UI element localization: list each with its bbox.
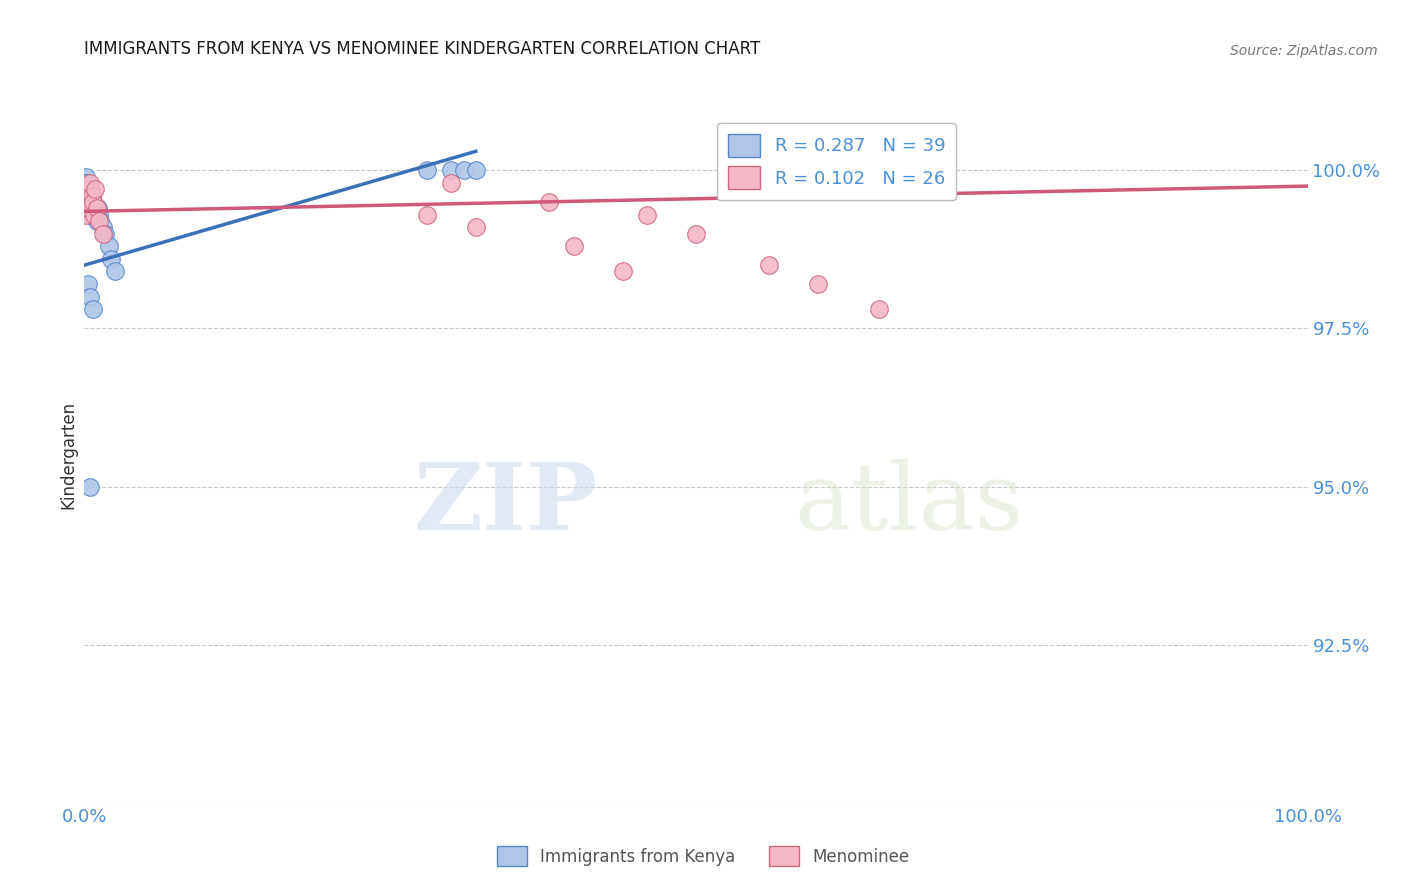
Point <box>807 277 830 292</box>
Point <box>82 194 104 209</box>
Point <box>86 201 108 215</box>
Point <box>83 208 105 222</box>
Point <box>82 302 104 317</box>
Legend: R = 0.287   N = 39, R = 0.102   N = 26: R = 0.287 N = 39, R = 0.102 N = 26 <box>717 123 956 200</box>
Point <box>77 194 100 209</box>
Point <box>76 201 98 215</box>
Point <box>94 227 117 241</box>
Point <box>75 208 97 222</box>
Point <box>76 176 98 190</box>
Point <box>76 188 98 202</box>
Point <box>77 188 100 202</box>
Point <box>869 302 891 317</box>
Point <box>612 264 634 278</box>
Point <box>75 182 97 196</box>
Point <box>79 182 101 196</box>
Text: atlas: atlas <box>794 458 1024 549</box>
Point <box>75 169 97 184</box>
Point <box>79 194 101 209</box>
Point <box>82 194 104 209</box>
Point <box>77 182 100 196</box>
Point <box>685 227 707 241</box>
Point <box>75 188 97 202</box>
Legend: Immigrants from Kenya, Menominee: Immigrants from Kenya, Menominee <box>491 839 915 873</box>
Point <box>77 182 100 196</box>
Point <box>77 188 100 202</box>
Point <box>77 194 100 209</box>
Point <box>75 194 97 209</box>
Point <box>80 188 103 202</box>
Point <box>104 264 127 278</box>
Point <box>87 201 110 215</box>
Point <box>97 239 120 253</box>
Point <box>77 277 100 292</box>
Point <box>76 182 98 196</box>
Point <box>440 163 463 178</box>
Point <box>87 208 110 222</box>
Point <box>440 176 463 190</box>
Point <box>453 163 475 178</box>
Point <box>80 188 103 202</box>
Point <box>91 227 114 241</box>
Point <box>83 201 105 215</box>
Y-axis label: Kindergarten: Kindergarten <box>59 401 77 509</box>
Point <box>91 220 114 235</box>
Point <box>86 214 108 228</box>
Point <box>464 163 486 178</box>
Text: ZIP: ZIP <box>413 458 598 549</box>
Point <box>79 479 101 493</box>
Point <box>87 214 110 228</box>
Point <box>416 208 439 222</box>
Text: IMMIGRANTS FROM KENYA VS MENOMINEE KINDERGARTEN CORRELATION CHART: IMMIGRANTS FROM KENYA VS MENOMINEE KINDE… <box>84 40 761 58</box>
Point <box>84 182 107 196</box>
Point <box>636 208 658 222</box>
Point <box>76 194 98 209</box>
Point <box>77 188 100 202</box>
Point <box>416 163 439 178</box>
Point <box>562 239 585 253</box>
Point <box>75 201 97 215</box>
Point <box>76 182 98 196</box>
Point <box>79 208 101 222</box>
Point <box>100 252 122 266</box>
Point <box>758 258 780 272</box>
Point <box>75 176 97 190</box>
Point <box>77 201 100 215</box>
Point <box>89 214 111 228</box>
Point <box>464 220 486 235</box>
Point <box>84 208 107 222</box>
Point <box>538 194 561 209</box>
Point <box>79 290 101 304</box>
Point <box>79 176 101 190</box>
Text: Source: ZipAtlas.com: Source: ZipAtlas.com <box>1230 44 1378 58</box>
Point <box>77 201 100 215</box>
